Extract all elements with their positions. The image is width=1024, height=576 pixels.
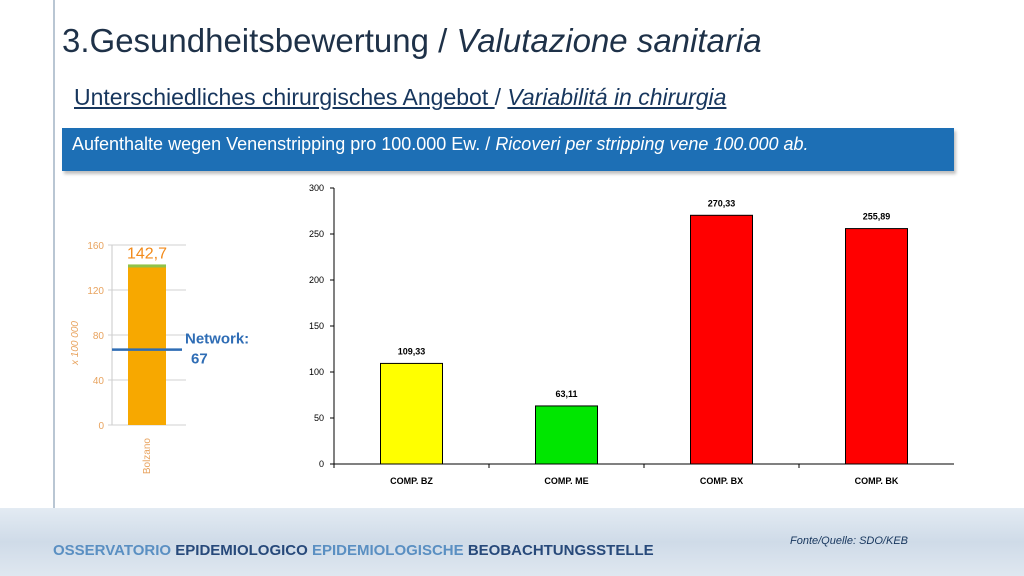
- bar-1: [535, 405, 598, 465]
- subtitle-separator: /: [494, 84, 508, 110]
- y-tick-label-1: 50: [314, 413, 324, 423]
- subtitle-italian: Variabilitá in chirurgia: [507, 84, 727, 110]
- bar-bolzano-cap: [128, 264, 166, 268]
- bar-value-label-1: 63,11: [555, 389, 577, 399]
- x-tick-label-2: COMP. BX: [700, 476, 743, 486]
- page-subtitle: Unterschiedliches chirurgisches Angebot …: [74, 84, 726, 111]
- org-word-3: EPIDEMIOLOGISCHE: [311, 542, 464, 559]
- category-label-bolzano: Bolzano: [142, 438, 153, 475]
- bar-3: [845, 228, 908, 465]
- x-tick-label-1: COMP. ME: [544, 476, 588, 486]
- y-tick-label-1: 40: [93, 376, 105, 387]
- left-divider-line: [53, 0, 55, 512]
- footer-band: [0, 508, 1024, 576]
- org-word-1: OSSERVATORIO: [53, 542, 172, 559]
- observatory-name: OSSERVATORIO EPIDEMIOLOGICO EPIDEMIOLOGI…: [53, 542, 654, 559]
- bolzano-chart: 0 40 80 120 160 x 100 000 142,7 Network: 67 Bolza…: [70, 241, 249, 475]
- bar-value-label-0: 109,33: [398, 346, 426, 356]
- y-tick-label-3: 120: [87, 286, 104, 297]
- title-italian: Valutazione sanitaria: [456, 22, 762, 59]
- source-note: Fonte/Quelle: SDO/KEB: [790, 535, 908, 547]
- x-tick-label-3: COMP. BK: [855, 476, 899, 486]
- y-tick-label-4: 200: [309, 275, 324, 285]
- bar-value-label-2: 270,33: [708, 198, 736, 208]
- org-word-4: BEOBACHTUNGSSTELLE: [467, 542, 654, 559]
- y-tick-label-0: 0: [319, 459, 324, 469]
- bar-2: [690, 214, 753, 465]
- x-tick-label-0: COMP. BZ: [390, 476, 433, 486]
- page-title: 3.Gesundheitsbewertung / Valutazione san…: [62, 22, 762, 60]
- bar-0: [380, 362, 443, 465]
- y-tick-label-5: 250: [309, 229, 324, 239]
- y-tick-label-2: 100: [309, 367, 324, 377]
- bar-bolzano-value: 142,7: [127, 245, 167, 262]
- comprensorio-chart: 0 50 100 150 200 250 300 109,33 COMP. BZ 63,11 COM…: [309, 183, 954, 486]
- network-label: Network:: [185, 331, 249, 348]
- bar-value-label-3: 255,89: [863, 212, 891, 222]
- y-axis-label: x 100 000: [70, 321, 81, 366]
- y-tick-label-6: 300: [309, 183, 324, 193]
- subtitle-german: Unterschiedliches chirurgisches Angebot: [74, 84, 495, 110]
- banner-german: Aufenthalte wegen Venenstripping pro 100…: [72, 134, 496, 154]
- title-german: 3.Gesundheitsbewertung /: [62, 22, 457, 59]
- y-tick-label-0: 0: [98, 421, 104, 432]
- banner-italian: Ricoveri per stripping vene 100.000 ab.: [495, 134, 809, 154]
- bar-bolzano: [128, 264, 166, 425]
- org-word-2: EPIDEMIOLOGICO: [175, 542, 308, 559]
- chart-banner: Aufenthalte wegen Venenstripping pro 100…: [62, 128, 954, 171]
- y-tick-label-4: 160: [87, 241, 104, 252]
- y-tick-label-3: 150: [309, 321, 324, 331]
- y-tick-label-2: 80: [93, 331, 105, 342]
- network-value-label: 67: [191, 351, 208, 368]
